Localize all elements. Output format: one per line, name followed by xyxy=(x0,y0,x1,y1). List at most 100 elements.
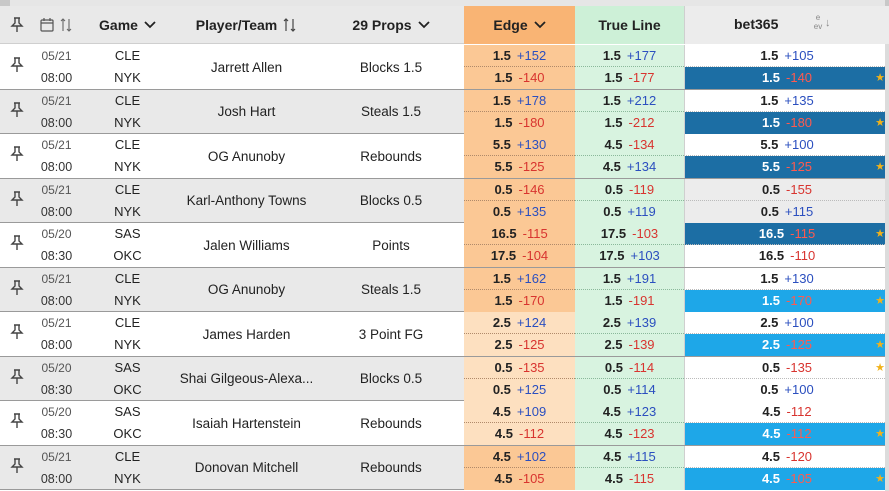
sort-arrows-icon[interactable] xyxy=(60,18,73,32)
edge-over: 4.5 +109 xyxy=(464,401,575,423)
table-row[interactable]: 05/21 08:00 CLE NYK Donovan Mitchell Rebou… xyxy=(0,445,889,490)
book-under-odds-button[interactable]: 0.5 +100 xyxy=(684,378,889,401)
edge-odds: -125 xyxy=(518,337,545,352)
game-time: 08:00 xyxy=(40,204,73,219)
table-row[interactable]: 05/20 08:30 SAS OKC Jalen Williams Points … xyxy=(0,223,889,268)
table-row[interactable]: 05/20 08:30 SAS OKC Shai Gilgeous-Alexa..… xyxy=(0,356,889,401)
true-line: 4.5 xyxy=(602,159,621,174)
home-team: NYK xyxy=(114,70,141,85)
game-date: 05/21 xyxy=(41,93,72,108)
ev-toggle[interactable]: e ev xyxy=(812,13,824,31)
game-date: 05/21 xyxy=(41,271,72,286)
game-date: 05/21 xyxy=(41,182,72,197)
book-odds: -135 xyxy=(786,359,813,375)
edge-line: 4.5 xyxy=(494,426,513,441)
book-under-odds-button[interactable]: 1.5 -140 ★ xyxy=(684,67,889,89)
header-edge[interactable]: Edge xyxy=(464,6,575,44)
scrollbar[interactable] xyxy=(885,44,889,491)
book-under-odds-button[interactable]: 5.5 -125 ★ xyxy=(684,156,889,178)
book-under-odds-button[interactable]: 16.5 -110 xyxy=(684,245,889,267)
book-over-odds-button[interactable]: 1.5 +130 xyxy=(684,267,889,290)
true-line: 4.5 xyxy=(603,448,622,464)
book-under-odds-button[interactable]: 2.5 -125 ★ xyxy=(684,334,889,356)
pin-button[interactable] xyxy=(0,268,33,312)
header-player[interactable]: Player/Team xyxy=(175,6,318,44)
player-name[interactable]: Shai Gilgeous-Alexa... xyxy=(179,371,314,386)
book-under-odds-button[interactable]: 4.5 -112 ★ xyxy=(684,423,889,445)
player-name[interactable]: Isaiah Hartenstein xyxy=(192,415,301,431)
player-name[interactable]: Josh Hart xyxy=(217,104,276,119)
book-under-odds-button[interactable]: 0.5 +115 xyxy=(684,200,889,223)
table-row[interactable]: 05/21 08:00 CLE NYK Jarrett Allen Blocks 1… xyxy=(0,45,889,90)
player-name[interactable]: Jarrett Allen xyxy=(210,59,283,75)
book-line: 0.5 xyxy=(761,359,781,375)
player-name[interactable]: OG Anunoby xyxy=(207,282,286,297)
edge-line: 0.5 xyxy=(492,203,511,219)
player-name[interactable]: Karl-Anthony Towns xyxy=(186,193,307,208)
table-row[interactable]: 05/20 08:30 SAS OKC Isaiah Hartenstein Reb… xyxy=(0,401,889,446)
header-true-line[interactable]: True Line xyxy=(575,6,684,44)
book-odds: -110 xyxy=(790,248,816,263)
game-time: 08:30 xyxy=(40,249,73,263)
player-name[interactable]: OG Anunoby xyxy=(207,148,286,164)
pin-button[interactable] xyxy=(0,446,33,490)
book-over-odds-button[interactable]: 4.5 -112 xyxy=(684,401,889,423)
header-game[interactable]: Game xyxy=(80,6,175,44)
book-line: 1.5 xyxy=(761,70,781,85)
book-over-odds-button[interactable]: 16.5 -115 ★ xyxy=(684,223,889,245)
pin-icon xyxy=(9,190,24,211)
book-under-odds-button[interactable]: 1.5 -170 ★ xyxy=(684,289,889,312)
pin-button[interactable] xyxy=(0,90,33,134)
table-row[interactable]: 05/21 08:00 CLE NYK Karl-Anthony Towns Blo… xyxy=(0,178,889,223)
book-over-odds-button[interactable]: 1.5 +135 xyxy=(684,89,889,112)
book-over-odds-button[interactable]: 1.5 +105 xyxy=(684,45,889,67)
pin-button[interactable] xyxy=(0,223,33,267)
table-row[interactable]: 05/21 08:00 CLE NYK OG Anunoby Steals 1.5 … xyxy=(0,267,889,312)
book-under-odds-button[interactable]: 1.5 -180 ★ xyxy=(684,111,889,134)
book-line: 2.5 xyxy=(761,337,781,352)
pin-icon xyxy=(9,368,24,389)
pin-button[interactable] xyxy=(0,134,33,178)
game-datetime: 05/21 08:00 xyxy=(33,268,80,312)
true-under: 0.5 +119 xyxy=(575,200,684,223)
true-under: 17.5 +103 xyxy=(575,245,684,267)
header-book[interactable]: bet365 e ev ↓ xyxy=(684,6,889,44)
pin-button[interactable] xyxy=(0,401,33,445)
edge-odds: -146 xyxy=(518,181,545,197)
edge-cell: 2.5 +124 2.5 -125 xyxy=(464,312,575,356)
calendar-icon xyxy=(40,18,54,32)
player-name[interactable]: Donovan Mitchell xyxy=(194,460,299,475)
pin-button[interactable] xyxy=(0,312,33,356)
game-time: 08:00 xyxy=(40,160,73,174)
book-cell: 1.5 +135 1.5 -180 ★ xyxy=(684,89,889,134)
book-over-odds-button[interactable]: 4.5 -120 xyxy=(684,445,889,468)
true-line: 0.5 xyxy=(603,203,622,219)
book-over-odds-button[interactable]: 5.5 +100 xyxy=(684,134,889,156)
header-date[interactable] xyxy=(33,6,80,44)
book-over-odds-button[interactable]: 0.5 -155 xyxy=(684,178,889,201)
table-row[interactable]: 05/21 08:00 CLE NYK Josh Hart Steals 1.5 1… xyxy=(0,89,889,134)
header-pin[interactable] xyxy=(0,6,33,44)
true-line-cell: 2.5 +139 2.5 -139 xyxy=(575,312,684,356)
true-odds: +115 xyxy=(627,448,656,464)
edge-over: 0.5 -146 xyxy=(464,178,575,201)
player-name[interactable]: James Harden xyxy=(202,326,291,342)
true-line-cell: 1.5 +191 1.5 -191 xyxy=(575,267,684,312)
book-over-odds-button[interactable]: 2.5 +100 xyxy=(684,312,889,334)
pin-button[interactable] xyxy=(0,45,33,89)
true-over: 17.5 -103 xyxy=(575,223,684,245)
table-row[interactable]: 05/21 08:00 CLE NYK James Harden 3 Point F… xyxy=(0,312,889,357)
table-row[interactable]: 05/21 08:00 CLE NYK OG Anunoby Rebounds 5.… xyxy=(0,134,889,179)
header-props[interactable]: 29 Props xyxy=(318,6,464,44)
arrow-down-icon[interactable]: ↓ xyxy=(825,17,831,29)
pin-button[interactable] xyxy=(0,357,33,401)
game-datetime: 05/21 08:00 xyxy=(33,134,80,178)
book-over-odds-button[interactable]: 0.5 -135 ★ xyxy=(684,356,889,379)
true-line-cell: 1.5 +177 1.5 -177 xyxy=(575,45,684,89)
book-under-odds-button[interactable]: 4.5 -105 ★ xyxy=(684,467,889,490)
player-name[interactable]: Jalen Williams xyxy=(203,237,290,253)
pin-button[interactable] xyxy=(0,179,33,223)
true-line-cell: 0.5 -119 0.5 +119 xyxy=(575,178,684,223)
pin-icon xyxy=(9,413,24,433)
true-odds: -123 xyxy=(628,426,655,441)
